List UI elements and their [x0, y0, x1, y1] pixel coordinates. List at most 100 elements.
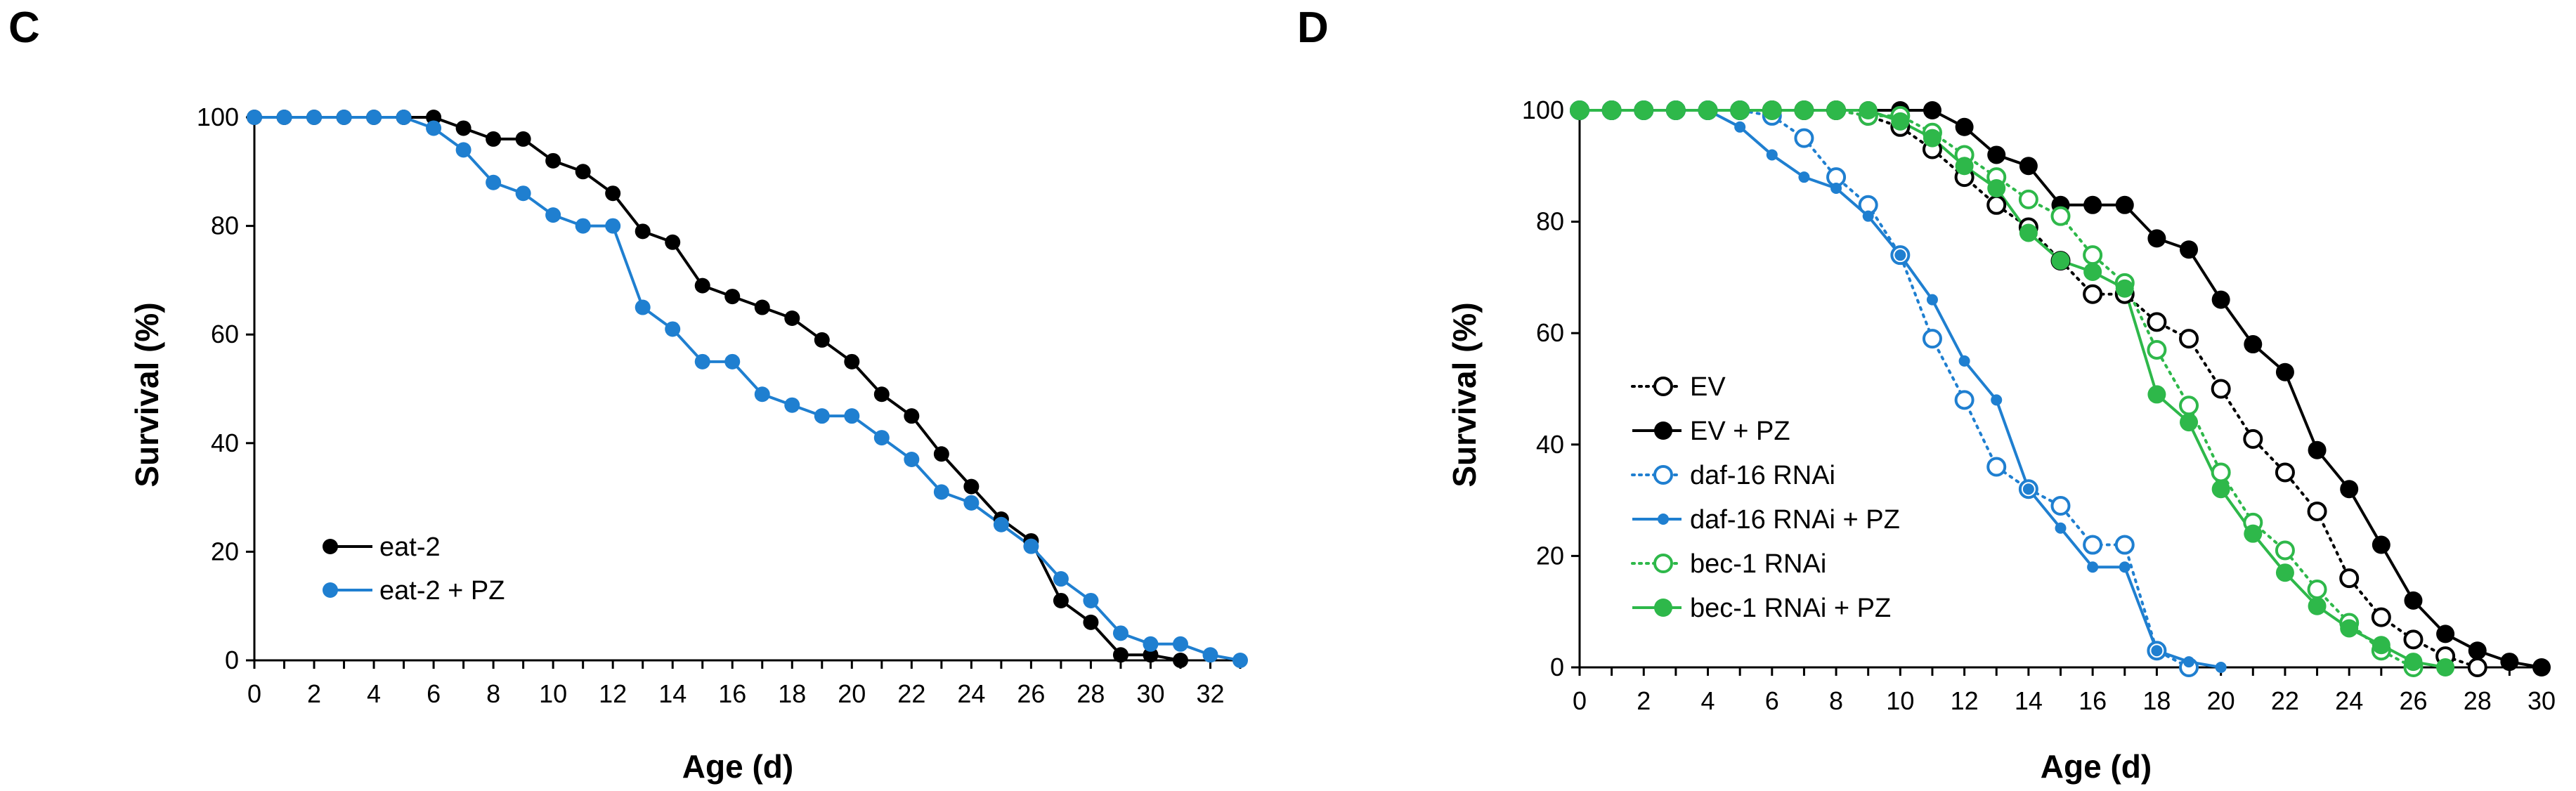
- data-point-eat-2: [694, 277, 710, 294]
- data-point-daf-16-rnai-pz: [2183, 656, 2195, 668]
- data-point-eat-2: [635, 223, 651, 240]
- data-point-eat-2: [873, 386, 890, 403]
- data-point-bec-1-rnai-pz: [1891, 112, 1910, 131]
- data-point-bec-1-rnai: [2275, 540, 2295, 561]
- x-tick-label: 32: [1196, 679, 1224, 708]
- data-point-eat-2-pz: [396, 110, 412, 125]
- data-point-eat-2: [575, 164, 591, 180]
- y-tick-label: 80: [1536, 207, 1564, 236]
- x-tick-label: 14: [658, 679, 687, 708]
- data-point-eat-2-pz: [963, 495, 980, 511]
- data-point-bec-1-rnai-pz: [1859, 101, 1878, 119]
- data-point-bec-1-rnai-pz: [2275, 563, 2294, 582]
- x-tick-label: 24: [957, 679, 985, 708]
- data-point-eat-2: [784, 310, 800, 327]
- data-point-ev-pz: [2500, 653, 2519, 672]
- data-point-bec-1-rnai-pz: [1827, 101, 1846, 119]
- y-axis-title: Survival (%): [1446, 302, 1483, 487]
- data-point-ev: [2371, 607, 2391, 627]
- data-point-ev-pz: [1987, 145, 2006, 164]
- data-point-ev-pz: [2404, 591, 2423, 610]
- data-point-daf-16-rnai-pz: [1798, 171, 1810, 183]
- data-point-eat-2-pz: [1143, 636, 1159, 652]
- x-tick-label: 16: [2079, 686, 2107, 715]
- data-point-bec-1-rnai-pz: [1666, 101, 1685, 119]
- data-point-daf-16-rnai: [2114, 535, 2135, 555]
- x-tick-label: 12: [1951, 686, 1979, 715]
- x-tick-label: 2: [1637, 686, 1651, 715]
- y-tick-label: 0: [1550, 653, 1564, 681]
- y-tick-label: 20: [1536, 541, 1564, 570]
- data-point-daf-16-rnai: [2083, 535, 2103, 555]
- series-line-daf-16-rnai-pz: [1580, 109, 2222, 669]
- data-point-bec-1-rnai-pz: [1602, 101, 1621, 119]
- data-point-daf-16-rnai-pz: [2151, 645, 2163, 657]
- y-tick-label: 40: [1536, 430, 1564, 459]
- data-point-bec-1-rnai-pz: [1987, 179, 2006, 198]
- data-point-eat-2: [515, 131, 531, 147]
- data-point-eat-2-pz: [724, 353, 741, 370]
- legend: EV EV + PZ daf-16 RNAi daf-16 RNAi + PZ …: [1631, 372, 1900, 623]
- data-point-daf-16-rnai: [1922, 329, 1942, 349]
- data-point-daf-16-rnai-pz: [1830, 183, 1842, 195]
- data-point-bec-1-rnai-pz: [1634, 101, 1653, 119]
- data-point-eat-2: [1112, 647, 1128, 663]
- data-point-eat-2: [1172, 653, 1188, 668]
- data-point-daf-16-rnai-pz: [1926, 294, 1938, 306]
- x-tick-label: 22: [2271, 686, 2299, 715]
- x-tick-label: 6: [427, 679, 441, 708]
- data-point-eat-2-pz: [426, 120, 442, 136]
- legend-label-daf-16-pz: daf-16 RNAi + PZ: [1690, 505, 1900, 535]
- data-point-eat-2-pz: [694, 353, 710, 370]
- x-tick-label: 0: [1573, 686, 1587, 715]
- data-point-bec-1-rnai-pz: [2051, 251, 2070, 270]
- data-point-eat-2: [605, 185, 621, 202]
- data-point-ev: [2275, 462, 2295, 483]
- data-point-bec-1-rnai-pz: [2083, 262, 2102, 281]
- x-tick-label: 18: [778, 679, 806, 708]
- data-point-eat-2: [1083, 614, 1099, 630]
- data-point-bec-1-rnai: [2147, 339, 2167, 360]
- data-point-eat-2-pz: [247, 110, 262, 125]
- data-point-eat-2: [486, 131, 502, 147]
- data-point-daf-16-rnai-pz: [1894, 249, 1906, 261]
- data-point-daf-16-rnai-pz: [1991, 394, 2003, 406]
- data-point-eat-2-pz: [545, 207, 561, 223]
- legend-label-bec-1: bec-1 RNAi: [1690, 549, 1826, 579]
- data-point-eat-2-pz: [366, 110, 382, 125]
- data-point-eat-2: [724, 289, 741, 305]
- panel-label-d: D: [1297, 4, 1329, 52]
- data-point-bec-1-rnai-pz: [2404, 653, 2423, 672]
- data-point-bec-1-rnai-pz: [1698, 101, 1717, 119]
- data-point-daf-16-rnai-pz: [2215, 662, 2227, 673]
- data-point-eat-2: [904, 408, 920, 424]
- data-point-ev: [2147, 312, 2167, 332]
- data-point-eat-2: [426, 110, 442, 125]
- data-point-daf-16-rnai: [2050, 496, 2071, 516]
- data-point-bec-1-rnai: [2050, 206, 2071, 226]
- data-point-daf-16-rnai: [1794, 128, 1814, 148]
- data-point-daf-16-rnai-pz: [1734, 121, 1746, 133]
- data-point-ev-pz: [1955, 117, 1974, 136]
- data-point-ev-pz: [2147, 229, 2166, 248]
- data-point-daf-16-rnai-pz: [1958, 355, 1970, 367]
- y-tick-label: 60: [211, 320, 239, 348]
- data-point-bec-1-rnai-pz: [1731, 101, 1750, 119]
- data-point-ev-pz: [2275, 362, 2294, 381]
- data-point-eat-2-pz: [1053, 571, 1069, 587]
- data-point-eat-2: [754, 299, 770, 315]
- x-tick-label: 30: [1136, 679, 1164, 708]
- y-axis-title: Survival (%): [129, 302, 165, 487]
- legend-marker-bec-1-pz: [1654, 599, 1672, 617]
- data-point-eat-2: [844, 353, 860, 370]
- y-tick-label: 20: [211, 537, 239, 566]
- data-point-bec-1-rnai-pz: [2340, 619, 2359, 638]
- x-tick-label: 30: [2528, 686, 2556, 715]
- data-point-bec-1-rnai-pz: [2308, 596, 2327, 615]
- data-point-bec-1-rnai-pz: [1955, 157, 1974, 176]
- x-tick-label: 26: [1017, 679, 1045, 708]
- data-point-ev: [2467, 658, 2487, 677]
- data-point-ev: [2211, 379, 2231, 399]
- data-point-ev-pz: [2180, 240, 2199, 259]
